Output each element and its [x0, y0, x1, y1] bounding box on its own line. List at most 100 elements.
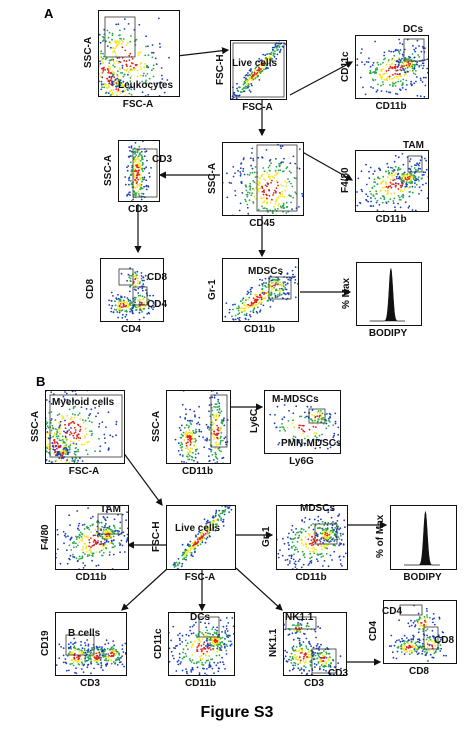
event-dot: [186, 451, 189, 454]
event-dot: [69, 418, 72, 420]
event-dot: [275, 199, 278, 202]
event-dot: [400, 181, 403, 184]
event-dot: [126, 297, 129, 299]
event-dot: [254, 301, 256, 303]
event-dot: [224, 508, 227, 511]
event-dot: [79, 457, 81, 459]
event-dot: [99, 445, 102, 448]
event-dot: [392, 202, 395, 204]
event-dot: [400, 75, 402, 78]
event-dot: [100, 549, 103, 552]
event-dot: [397, 202, 399, 205]
event-dot: [103, 433, 106, 436]
event-dot: [138, 159, 141, 162]
event-dot: [123, 68, 126, 71]
event-dot: [208, 530, 210, 532]
event-dot: [78, 541, 81, 543]
gate-rect: [65, 634, 95, 656]
event-dot: [409, 63, 411, 65]
event-dot: [73, 426, 76, 429]
event-dot: [250, 76, 253, 78]
event-dot: [301, 193, 303, 195]
event-dot: [74, 447, 77, 450]
event-dot: [86, 536, 89, 539]
event-dot: [332, 424, 335, 426]
event-dot: [292, 419, 294, 422]
event-dot: [188, 436, 190, 438]
event-dot: [127, 273, 130, 276]
event-dot: [145, 79, 147, 82]
event-dot: [87, 648, 90, 651]
event-dot: [50, 422, 52, 424]
event-dot: [308, 518, 311, 521]
event-dot: [74, 429, 77, 431]
event-dot: [80, 668, 83, 670]
event-dot: [339, 532, 342, 535]
event-dot: [326, 413, 328, 415]
y-axis-label: F4/80: [340, 167, 351, 193]
event-dot: [401, 57, 403, 60]
event-dot: [421, 174, 424, 176]
event-dot: [394, 154, 397, 157]
event-dot: [73, 432, 76, 435]
event-dot: [276, 172, 279, 174]
event-dot: [73, 645, 76, 648]
event-dot: [132, 312, 134, 315]
event-dot: [187, 448, 190, 451]
event-dot: [331, 509, 334, 511]
event-dot: [247, 306, 250, 309]
event-dot: [413, 175, 416, 177]
event-dot: [109, 90, 112, 93]
event-dot: [326, 509, 328, 511]
event-dot: [316, 527, 319, 530]
event-dot: [197, 452, 200, 455]
event-dot: [140, 187, 143, 190]
event-dot: [111, 546, 114, 549]
event-dot: [379, 169, 382, 172]
event-dot: [217, 400, 219, 403]
event-dot: [189, 408, 191, 411]
event-dot: [214, 451, 217, 454]
event-dot: [318, 539, 321, 541]
event-dot: [99, 41, 102, 44]
event-dot: [89, 548, 91, 551]
event-dot: [214, 455, 217, 458]
event-dot: [68, 652, 70, 655]
event-dot: [274, 294, 277, 297]
event-dot: [66, 562, 69, 565]
event-dot: [251, 192, 254, 194]
event-dot: [110, 659, 112, 661]
event-dot: [382, 186, 384, 189]
event-dot: [305, 545, 308, 548]
event-dot: [217, 426, 220, 429]
event-dot: [98, 534, 101, 536]
event-dot: [261, 287, 264, 290]
event-dot: [261, 156, 263, 159]
event-dot: [270, 291, 273, 294]
event-dot: [99, 65, 100, 68]
event-dot: [282, 161, 284, 163]
event-dot: [267, 67, 269, 70]
event-dot: [80, 651, 83, 654]
event-dot: [111, 57, 114, 60]
event-dot: [216, 392, 218, 394]
event-dot: [194, 430, 197, 432]
event-dot: [100, 88, 103, 91]
event-dot: [142, 178, 144, 180]
event-dot: [302, 563, 305, 566]
event-dot: [232, 166, 235, 168]
event-dot: [62, 661, 65, 664]
event-dot: [398, 58, 401, 61]
event-dot: [106, 506, 108, 508]
event-dot: [208, 661, 211, 664]
event-dot: [253, 181, 256, 184]
event-dot: [81, 557, 83, 560]
event-dot: [110, 539, 113, 542]
event-dot: [409, 61, 412, 63]
event-dot: [79, 428, 82, 431]
event-dot: [94, 450, 96, 452]
event-dot: [363, 63, 366, 66]
event-dot: [258, 60, 261, 63]
event-dot: [152, 64, 155, 67]
event-dot: [263, 178, 265, 181]
